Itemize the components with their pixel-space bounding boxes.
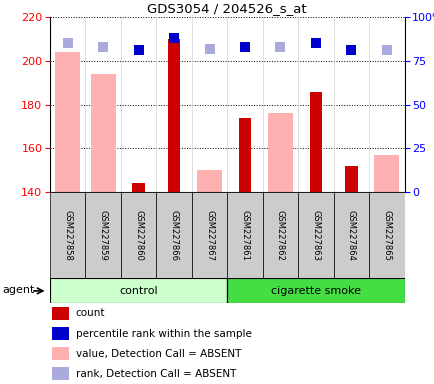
Bar <box>156 192 191 278</box>
Bar <box>85 192 121 278</box>
Bar <box>50 192 85 278</box>
Bar <box>262 192 298 278</box>
Text: value, Detection Call = ABSENT: value, Detection Call = ABSENT <box>76 349 240 359</box>
Text: GSM227859: GSM227859 <box>99 210 108 261</box>
Bar <box>52 327 69 340</box>
Bar <box>298 192 333 278</box>
Text: percentile rank within the sample: percentile rank within the sample <box>76 329 251 339</box>
Title: GDS3054 / 204526_s_at: GDS3054 / 204526_s_at <box>147 2 306 15</box>
Bar <box>191 192 227 278</box>
Bar <box>52 367 69 381</box>
Text: GSM227860: GSM227860 <box>134 210 143 261</box>
Bar <box>132 183 145 192</box>
Bar <box>227 192 262 278</box>
Bar <box>52 307 69 320</box>
Bar <box>91 74 115 192</box>
Bar <box>121 192 156 278</box>
Text: count: count <box>76 308 105 318</box>
Text: GSM227863: GSM227863 <box>311 210 320 261</box>
Text: GSM227867: GSM227867 <box>204 210 214 261</box>
Text: rank, Detection Call = ABSENT: rank, Detection Call = ABSENT <box>76 369 236 379</box>
Bar <box>368 192 404 278</box>
Bar <box>267 113 292 192</box>
Bar <box>50 278 227 303</box>
Text: GSM227862: GSM227862 <box>275 210 284 261</box>
Text: GSM227861: GSM227861 <box>240 210 249 261</box>
Bar <box>333 192 368 278</box>
Bar <box>168 39 180 192</box>
Bar <box>238 118 251 192</box>
Bar <box>227 278 404 303</box>
Bar <box>344 166 357 192</box>
Text: control: control <box>119 286 158 296</box>
Bar <box>374 155 398 192</box>
Bar <box>52 347 69 360</box>
Bar <box>197 170 221 192</box>
Text: GSM227858: GSM227858 <box>63 210 72 261</box>
Bar <box>55 52 80 192</box>
Bar <box>309 91 322 192</box>
Text: GSM227864: GSM227864 <box>346 210 355 261</box>
Text: cigarette smoke: cigarette smoke <box>270 286 360 296</box>
Text: GSM227866: GSM227866 <box>169 210 178 261</box>
Text: agent: agent <box>3 285 35 295</box>
Text: GSM227865: GSM227865 <box>381 210 391 261</box>
